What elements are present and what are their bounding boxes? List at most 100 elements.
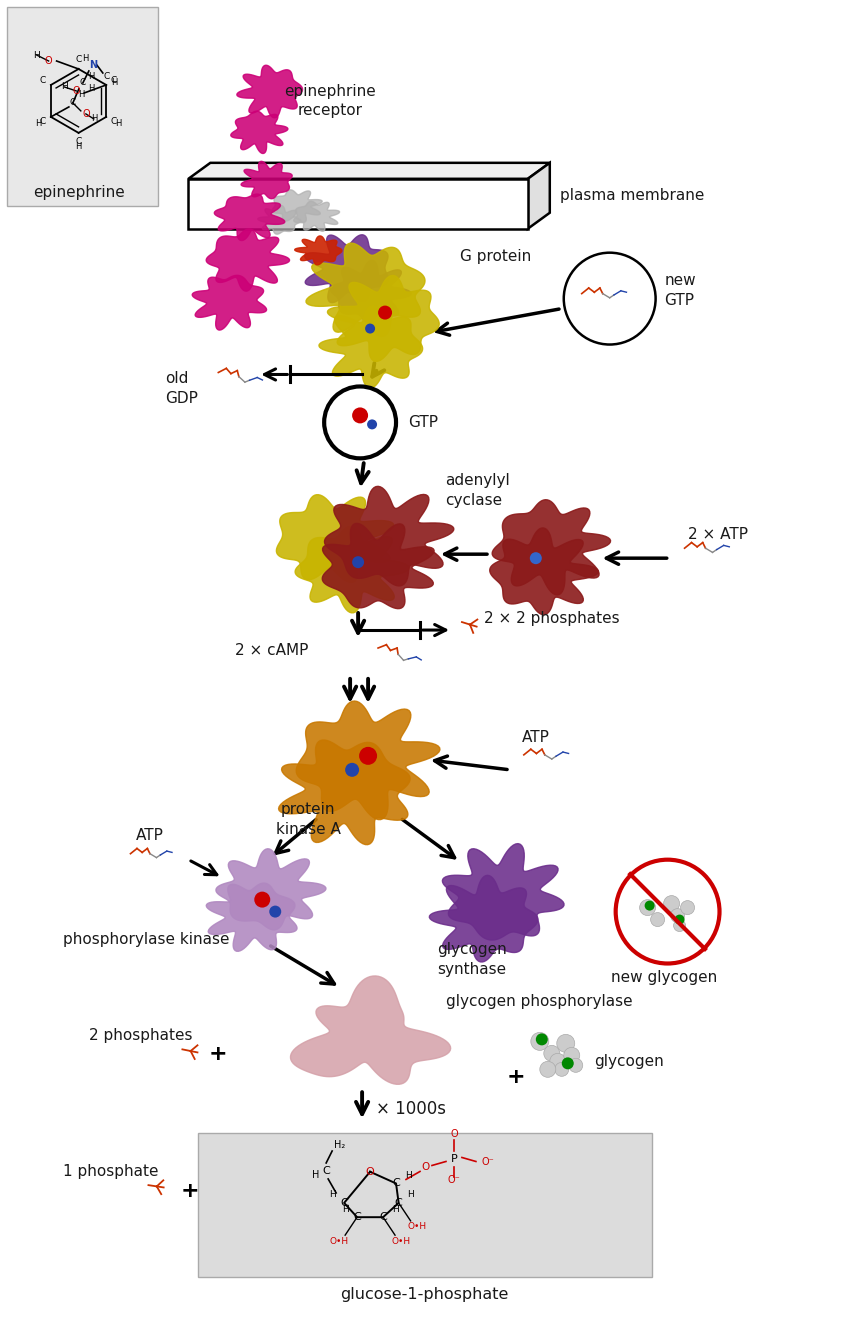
Circle shape (324, 386, 396, 458)
Text: +: + (209, 1044, 227, 1064)
Polygon shape (215, 194, 285, 240)
Text: H: H (88, 85, 94, 93)
Text: H: H (88, 73, 94, 81)
Polygon shape (189, 163, 550, 179)
Text: C: C (40, 117, 46, 126)
Polygon shape (296, 701, 440, 819)
Text: GTP: GTP (408, 414, 438, 430)
Text: +: + (507, 1068, 525, 1088)
Text: H: H (61, 82, 67, 92)
Polygon shape (328, 275, 440, 361)
Text: 1 phosphate: 1 phosphate (62, 1163, 158, 1179)
Circle shape (365, 324, 375, 333)
Polygon shape (296, 526, 409, 612)
Text: plasma membrane: plasma membrane (560, 189, 704, 203)
Text: O: O (365, 1167, 375, 1177)
Text: H: H (312, 1170, 320, 1181)
Text: C: C (340, 1198, 348, 1208)
Polygon shape (237, 65, 302, 118)
Text: G protein: G protein (460, 250, 531, 264)
Circle shape (269, 906, 281, 918)
Polygon shape (272, 190, 322, 222)
Polygon shape (442, 843, 564, 940)
Text: 2 × cAMP: 2 × cAMP (235, 643, 309, 657)
Text: C: C (392, 1178, 400, 1189)
Polygon shape (276, 495, 394, 583)
Text: H: H (76, 142, 82, 151)
Text: ATP: ATP (522, 730, 550, 745)
Text: H: H (405, 1171, 412, 1181)
Text: H: H (115, 120, 121, 129)
Text: C: C (80, 78, 86, 88)
Text: O•H: O•H (407, 1222, 426, 1231)
Text: N: N (88, 60, 97, 70)
Polygon shape (258, 206, 301, 234)
Polygon shape (216, 849, 326, 930)
Circle shape (557, 1035, 575, 1052)
Circle shape (564, 252, 656, 344)
Text: O⁻: O⁻ (448, 1175, 461, 1186)
Text: glycogen: glycogen (594, 1054, 663, 1069)
Polygon shape (324, 486, 454, 586)
Polygon shape (241, 161, 292, 199)
Polygon shape (294, 202, 339, 231)
Text: × 1000s: × 1000s (376, 1101, 446, 1118)
Circle shape (562, 1057, 573, 1069)
Text: O•H: O•H (392, 1236, 411, 1246)
Text: old
GDP: old GDP (165, 371, 199, 406)
Text: H: H (408, 1190, 414, 1199)
Circle shape (544, 1045, 560, 1061)
Text: C: C (111, 76, 117, 85)
Polygon shape (528, 163, 550, 228)
Text: O•H: O•H (329, 1236, 349, 1246)
Text: glycogen phosphorylase: glycogen phosphorylase (446, 993, 632, 1009)
Circle shape (640, 899, 656, 915)
Circle shape (367, 420, 377, 429)
Polygon shape (290, 976, 450, 1084)
Polygon shape (189, 179, 528, 228)
Text: epinephrine: epinephrine (33, 186, 125, 201)
Text: O: O (82, 109, 89, 120)
Text: adenylyl
cyclase: adenylyl cyclase (445, 473, 509, 507)
Circle shape (555, 1062, 568, 1076)
Text: H₂: H₂ (334, 1139, 345, 1150)
Circle shape (674, 915, 685, 924)
Text: H: H (112, 78, 118, 88)
Text: C: C (70, 98, 76, 108)
Polygon shape (327, 390, 395, 446)
Text: H: H (91, 114, 97, 124)
Circle shape (568, 1058, 583, 1072)
Text: C: C (40, 76, 46, 85)
Polygon shape (319, 305, 423, 388)
Text: glucose-1-phosphate: glucose-1-phosphate (340, 1287, 509, 1303)
Circle shape (536, 1033, 548, 1045)
Text: C: C (76, 137, 82, 146)
Polygon shape (206, 228, 290, 291)
Circle shape (352, 556, 364, 568)
Circle shape (663, 895, 679, 911)
Text: C: C (111, 117, 117, 126)
Polygon shape (322, 523, 434, 608)
Polygon shape (305, 235, 388, 303)
Text: O: O (450, 1129, 458, 1138)
Circle shape (564, 1048, 580, 1064)
Polygon shape (192, 275, 267, 331)
Circle shape (530, 552, 541, 564)
Polygon shape (429, 875, 538, 961)
Circle shape (352, 408, 368, 424)
Polygon shape (295, 236, 342, 264)
Polygon shape (490, 529, 599, 615)
Text: C: C (379, 1212, 387, 1222)
Text: phosphorylase kinase: phosphorylase kinase (62, 932, 229, 947)
Polygon shape (306, 243, 425, 336)
Text: 2 × ATP: 2 × ATP (688, 527, 748, 542)
Circle shape (540, 1061, 556, 1077)
Text: +: + (181, 1181, 200, 1201)
Text: O⁻: O⁻ (482, 1158, 494, 1167)
Text: H: H (35, 120, 42, 129)
Text: O: O (422, 1162, 430, 1173)
Polygon shape (330, 260, 411, 323)
Text: C: C (395, 1198, 402, 1208)
Text: epinephrine
receptor: epinephrine receptor (285, 84, 376, 118)
Polygon shape (279, 740, 410, 845)
